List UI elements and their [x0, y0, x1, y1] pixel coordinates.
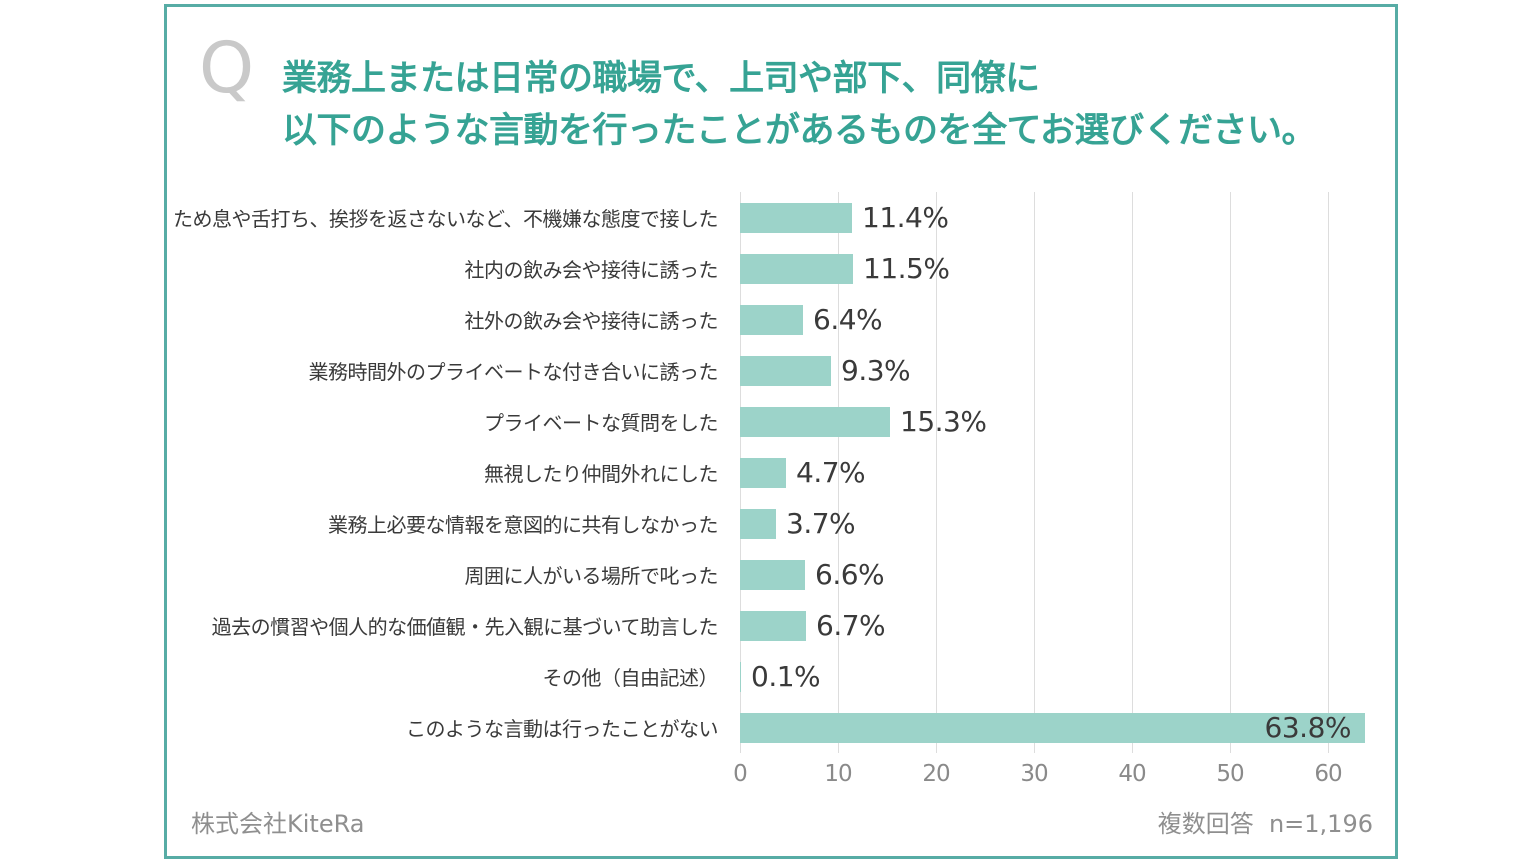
bar-chart: ため息や舌打ち、挨拶を返さないなど、不機嫌な態度で接した 11.4% 社内の飲み会や… [167, 192, 1395, 812]
chart-row: その他（自由記述） 0.1% [167, 651, 1395, 702]
x-axis-tick: 40 [1118, 761, 1146, 787]
chart-row: ため息や舌打ち、挨拶を返さないなど、不機嫌な態度で接した 11.4% [167, 192, 1395, 243]
gridline-20 [936, 192, 937, 753]
x-axis: 0 10 20 30 40 50 60 [167, 761, 1395, 791]
chart-row: 過去の慣習や個人的な価値観・先入観に基づいて助言した 6.7% [167, 600, 1395, 651]
value-label: 6.7% [816, 609, 886, 642]
value-label: 0.1% [751, 660, 821, 693]
bar-track: 6.7% [740, 609, 1395, 642]
chart-rows: ため息や舌打ち、挨拶を返さないなど、不機嫌な態度で接した 11.4% 社内の飲み会や… [167, 192, 1395, 753]
category-label: 過去の慣習や個人的な価値観・先入観に基づいて助言した [211, 615, 719, 639]
category-label: プライベートな質問をした [484, 411, 719, 435]
x-axis-tick: 30 [1020, 761, 1048, 787]
bar [740, 304, 803, 335]
value-label: 11.5% [863, 252, 950, 285]
chart-row: 業務上必要な情報を意図的に共有しなかった 3.7% [167, 498, 1395, 549]
chart-row: 社外の飲み会や接待に誘った 6.4% [167, 294, 1395, 345]
chart-row: 社内の飲み会や接待に誘った 11.5% [167, 243, 1395, 294]
bar [740, 610, 806, 641]
x-axis-tick: 0 [733, 761, 748, 787]
bar-track: 15.3% [740, 405, 1395, 438]
gridline-10 [838, 192, 839, 753]
gridline-60 [1328, 192, 1329, 753]
category-label: ため息や舌打ち、挨拶を返さないなど、不機嫌な態度で接した [173, 207, 719, 231]
x-axis-tick: 20 [922, 761, 950, 787]
chart-row: プライベートな質問をした 15.3% [167, 396, 1395, 447]
value-label: 9.3% [841, 354, 911, 387]
gridline-30 [1034, 192, 1035, 753]
question-title-line-1: 業務上または日常の職場で、上司や部下、同僚に [282, 59, 1040, 99]
x-axis-tick: 50 [1216, 761, 1244, 787]
category-label: 社外の飲み会や接待に誘った [464, 309, 719, 333]
bar-track: 6.6% [740, 558, 1395, 591]
chart-row: 業務時間外のプライベートな付き合いに誘った 9.3% [167, 345, 1395, 396]
question-title: 業務上または日常の職場で、上司や部下、同僚に 以下のような言動を行ったことがある… [282, 53, 1316, 157]
bar-track: 3.7% [740, 507, 1395, 540]
bar [740, 253, 853, 284]
chart-row: このような言動は行ったことがない 63.8% [167, 702, 1395, 753]
category-label: 社内の飲み会や接待に誘った [464, 258, 719, 282]
bar-track: 63.8% [740, 710, 1395, 744]
company-name: 株式会社KiteRa [191, 810, 365, 838]
chart-row: 無視したり仲間外れにした 4.7% [167, 447, 1395, 498]
bar [740, 559, 805, 590]
category-label: このような言動は行ったことがない [406, 717, 719, 741]
bar: 63.8% [740, 710, 1365, 744]
value-label: 11.4% [862, 201, 949, 234]
question-title-line-2: 以下のような言動を行ったことがあるものを全てお選びください。 [282, 111, 1316, 151]
bar [740, 661, 741, 692]
survey-result-card: Q 業務上または日常の職場で、上司や部下、同僚に 以下のような言動を行ったことが… [164, 4, 1398, 859]
bar [740, 202, 852, 233]
value-label: 6.6% [815, 558, 885, 591]
value-label: 4.7% [796, 456, 866, 489]
category-label: 業務上必要な情報を意図的に共有しなかった [328, 513, 719, 537]
x-axis-tick: 10 [824, 761, 852, 787]
category-label: 業務時間外のプライベートな付き合いに誘った [308, 360, 719, 384]
bar [740, 406, 890, 437]
gridline-50 [1230, 192, 1231, 753]
x-axis-tick: 60 [1314, 761, 1342, 787]
bar-track: 9.3% [740, 354, 1395, 387]
category-label: 無視したり仲間外れにした [484, 462, 719, 486]
sample-size-note: 複数回答 n=1,196 [1157, 810, 1373, 838]
value-label: 3.7% [786, 507, 856, 540]
value-label: 6.4% [813, 303, 883, 336]
value-label: 63.8% [1264, 710, 1352, 744]
gridline-40 [1132, 192, 1133, 753]
question-mark: Q [199, 27, 255, 109]
category-label: その他（自由記述） [542, 666, 719, 690]
bar-track: 11.4% [740, 201, 1395, 234]
bar [740, 508, 776, 539]
bar-track: 6.4% [740, 303, 1395, 336]
chart-row: 周囲に人がいる場所で叱った 6.6% [167, 549, 1395, 600]
bar [740, 457, 786, 488]
value-label: 15.3% [900, 405, 987, 438]
bar-track: 4.7% [740, 456, 1395, 489]
bar [740, 355, 831, 386]
bar-track: 11.5% [740, 252, 1395, 285]
category-label: 周囲に人がいる場所で叱った [464, 564, 719, 588]
bar-track: 0.1% [740, 660, 1395, 693]
